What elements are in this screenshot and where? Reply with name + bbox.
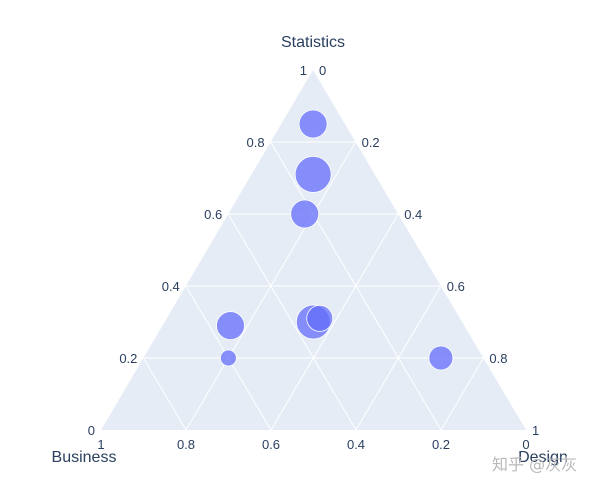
tick-labels: 0 0 0 0.2 0.2 0.2 0.4 0.4 0.4 0.6 0.6 0.6 0.8 0.8 0.8 1… [88,63,539,452]
data-point[interactable] [428,345,454,371]
ternary-plot-area [101,70,526,430]
grid-line-c [355,285,442,431]
tick-label-statistics: 0 [88,423,95,438]
data-points [216,109,454,371]
data-point[interactable] [306,304,334,332]
data-point[interactable] [216,311,245,341]
tick-label-statistics: 1 [300,63,307,78]
tick-label-statistics: 0.8 [247,135,265,150]
tick-label-business: 1 [97,437,104,452]
tick-label-design: 0.2 [362,135,380,150]
axis-title-design: Design [518,449,568,466]
tick-label-statistics: 0.6 [204,207,222,222]
data-point[interactable] [219,349,237,367]
grid-line-c [440,357,484,431]
tick-label-business: 0.6 [262,437,280,452]
tick-label-business: 0.2 [432,437,450,452]
tick-label-statistics: 0.2 [119,351,137,366]
data-point[interactable] [294,155,332,193]
grid-line-b [142,357,187,431]
data-point[interactable] [298,109,328,139]
tick-label-design: 0.6 [447,279,465,294]
grid-lines [142,141,484,431]
tick-label-business: 0 [522,437,529,452]
grid-line-b [227,213,357,431]
tick-label-statistics: 0.4 [162,279,180,294]
grid-line-c [270,213,399,431]
tick-label-business: 0.4 [347,437,365,452]
watermark-text: 知乎 @灰灰 [492,455,577,474]
data-point[interactable] [290,199,320,229]
tick-label-design: 0.4 [404,207,422,222]
tick-label-design: 0.8 [489,351,507,366]
axis-title-statistics: Statistics [281,34,345,51]
tick-label-design: 0 [319,63,326,78]
tick-label-business: 0.8 [177,437,195,452]
tick-label-design: 1 [532,423,539,438]
axis-title-business: Business [52,449,117,466]
